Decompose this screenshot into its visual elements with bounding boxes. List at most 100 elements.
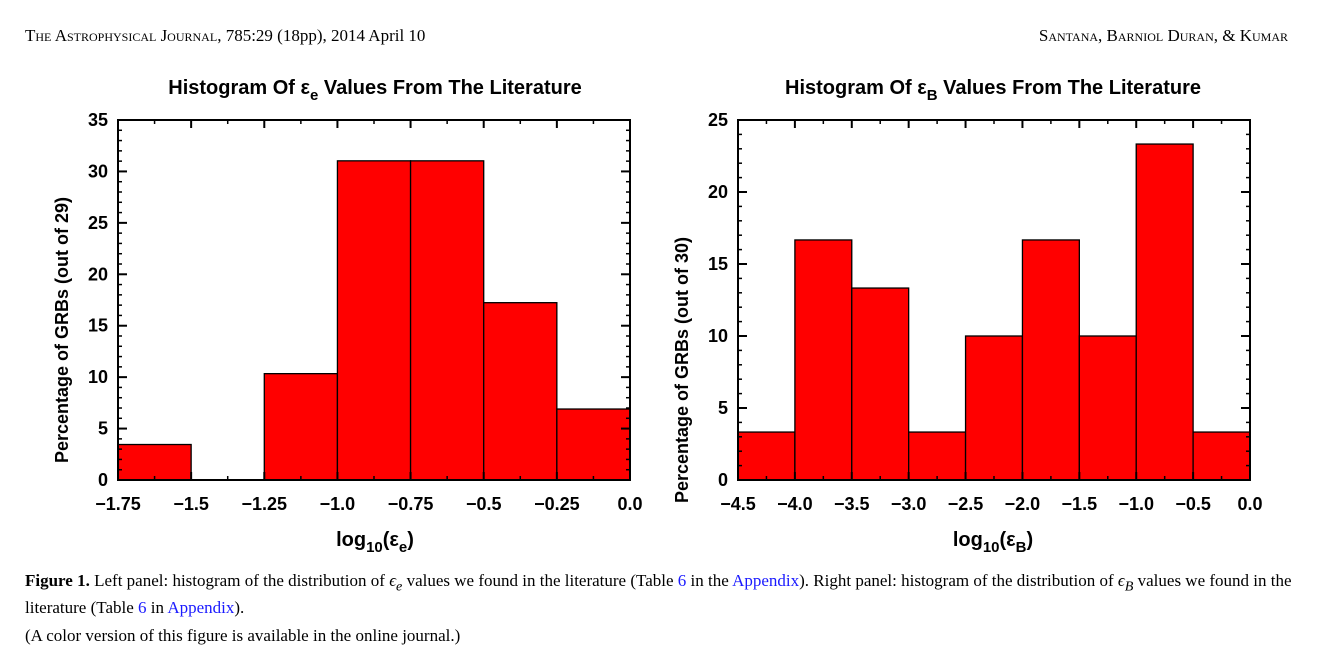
axes [117,119,631,481]
running-header-left: The Astrophysical Journal, 785:29 (18pp)… [25,26,425,46]
y-tick-label: 5 [98,419,108,439]
epsilon-symbol: ϵ [389,571,397,590]
x-tick-labels: −1.75 −1.5 −1.25 −1.0 −0.75 −0.5 −0.25 0.0 [95,494,642,514]
x-tick-label: −0.75 [388,494,434,514]
table-link[interactable]: 6 [138,598,147,618]
x-axis-label-sub2: e [399,539,407,556]
epsilon-symbol: ϵ [1117,571,1125,590]
chart-title: Histogram Of εe Values From The Literatu… [168,77,582,104]
bar [409,160,485,481]
bar [794,239,853,481]
caption-note: (A color version of this figure is avail… [25,626,461,646]
chart-title-suffix: Values From The Literature [938,77,1201,99]
y-axis-label: Percentage of GRBs (out of 29) [52,197,72,463]
bar [1078,335,1137,481]
figure-caption: Figure 1. Left panel: histogram of the d… [25,570,1295,653]
appendix-link[interactable]: Appendix [732,571,800,590]
x-tick-label: −1.5 [1062,494,1098,514]
bars [117,160,631,481]
x-tick-label: −2.0 [1005,494,1041,514]
x-axis-label-prefix: log [953,529,983,551]
y-tick-label: 30 [88,161,108,181]
x-tick-label: −3.0 [891,494,927,514]
running-header-authors: Santana, Barniol Duran, & Kumar [1038,26,1288,45]
chart-title-prefix: Histogram Of ε [785,77,927,99]
x-tick-label: −1.0 [320,494,356,514]
bar [336,160,412,481]
bar [851,287,910,481]
chart-title-prefix: Histogram Of ε [168,77,310,99]
bar [263,372,339,481]
x-tick-labels: −4.5 −4.0 −3.5 −3.0 −2.5 −2.0 −1.5 −1.0 −0.5 0.0 [720,494,1262,514]
bar [556,408,631,481]
caption-text: values we found in the literature (Table [402,571,678,590]
x-axis-label-sub: 10 [366,539,383,556]
figure-label: Figure 1. [25,571,90,590]
x-axis-label-sub: 10 [983,539,1000,556]
table-link[interactable]: 6 [677,571,687,590]
axes [737,119,1251,481]
bars [737,143,1251,481]
caption-text: ). Right panel: histogram of the distrib… [799,571,1118,590]
epsilon-subscript: B [1124,578,1134,595]
y-tick-labels: 0 5 10 15 20 25 30 35 [88,110,108,490]
x-tick-label: −0.5 [1175,494,1211,514]
histogram-epsilon-e: Histogram Of εe Values From The Literatu… [52,77,643,556]
y-tick-label: 20 [708,182,728,202]
y-tick-label: 25 [708,110,728,130]
caption-text: in the [686,571,733,590]
chart-title: Histogram Of εB Values From The Literatu… [785,77,1201,104]
caption-text: in [146,598,168,618]
x-tick-label: −3.5 [834,494,870,514]
y-tick-labels: 0 5 10 15 20 25 [708,110,728,490]
y-axis-label: Percentage of GRBs (out of 30) [672,237,692,503]
x-tick-label: −1.5 [173,494,209,514]
y-tick-label: 10 [88,367,108,387]
epsilon-subscript: e [396,578,403,595]
journal-name: The Astrophysical Journal [25,26,218,45]
x-axis-label: log10(εe) [336,529,414,556]
x-axis-label-suffix: ) [1027,529,1034,551]
x-tick-label: −4.5 [720,494,756,514]
caption-text: Left panel: histogram of the distributio… [89,571,390,590]
bar [117,443,192,481]
x-axis-label-prefix: log [336,529,366,551]
x-tick-label: −2.5 [948,494,984,514]
x-tick-label: −1.0 [1118,494,1154,514]
y-tick-label: 0 [98,470,108,490]
x-axis-label-sub2: B [1016,539,1027,556]
bar [737,431,796,481]
y-tick-label: 15 [88,316,108,336]
appendix-link[interactable]: Appendix [167,598,235,618]
y-tick-label: 10 [708,326,728,346]
chart-title-sub: e [310,87,318,104]
journal-citation: , 785:29 (18pp), 2014 April 10 [217,26,426,45]
bar [1192,431,1251,481]
chart-title-suffix: Values From The Literature [318,77,581,99]
histogram-epsilon-b: Histogram Of εB Values From The Literatu… [672,77,1263,556]
bar [964,335,1024,481]
x-axis-label-suffix: ) [407,529,414,551]
bar [1135,143,1194,481]
x-tick-label: −4.0 [777,494,813,514]
x-axis-label-mid: (ε [1000,529,1017,551]
bar [483,302,558,481]
y-tick-label: 25 [88,213,108,233]
y-tick-label: 5 [718,398,728,418]
x-axis-label: log10(εB) [953,529,1033,556]
y-tick-label: 20 [88,264,108,284]
bar [908,431,967,481]
x-tick-label: 0.0 [1237,494,1262,514]
x-tick-label: 0.0 [617,494,642,514]
caption-text: ). [234,598,245,618]
caption-text: values we found in the literature (Table [25,571,1292,618]
chart-title-sub: B [927,87,938,104]
y-tick-label: 15 [708,254,728,274]
x-tick-label: −0.25 [534,494,580,514]
y-tick-label: 0 [718,470,728,490]
x-tick-label: −1.75 [95,494,141,514]
bar [1021,239,1080,481]
x-tick-label: −0.5 [466,494,502,514]
x-tick-label: −1.25 [242,494,288,514]
x-axis-label-mid: (ε [383,529,400,551]
